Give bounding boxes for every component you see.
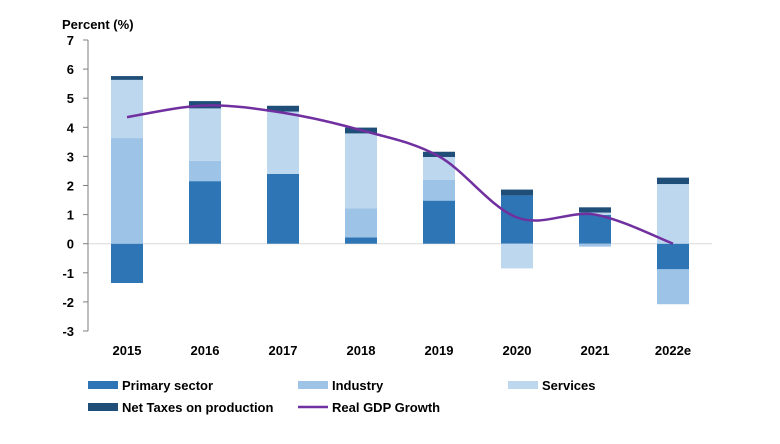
bar-industry-2015 — [111, 138, 143, 244]
bar-primary-sector-2022e — [657, 243, 689, 270]
y-axis-label: Percent (%) — [62, 17, 134, 32]
bar-net-taxes-on-production-2020 — [501, 189, 533, 196]
legend-services-label: Services — [542, 378, 596, 393]
bar-services-2018 — [345, 133, 377, 209]
y-tick-label: 0 — [67, 237, 74, 252]
y-tick-label: 1 — [67, 208, 74, 223]
line-real-gdp-growth — [126, 104, 674, 245]
y-tick-label: 2 — [67, 179, 74, 194]
bar-industry-2018 — [345, 208, 377, 238]
bar-industry-2016 — [189, 160, 221, 182]
bar-services-2020 — [501, 243, 533, 269]
bar-net-taxes-on-production-2019 — [423, 151, 455, 157]
y-tick-label: 6 — [67, 62, 74, 77]
legend-net-taxes-on-production-swatch — [88, 403, 118, 411]
bar-services-2019 — [423, 156, 455, 180]
bar-net-taxes-on-production-2017 — [267, 105, 299, 112]
bar-net-taxes-on-production-2021 — [579, 207, 611, 213]
bar-services-2017 — [267, 111, 299, 174]
x-tick-label: 2018 — [347, 343, 376, 358]
y-tick-label: -3 — [62, 324, 74, 339]
y-tick-label: 5 — [67, 91, 74, 106]
bar-net-taxes-on-production-2022e — [657, 177, 689, 185]
bar-primary-sector-2015 — [111, 243, 143, 283]
bar-primary-sector-2021 — [579, 214, 611, 244]
bar-primary-sector-2018 — [345, 237, 377, 244]
legend-industry-label: Industry — [332, 378, 384, 393]
bar-primary-sector-2016 — [189, 181, 221, 244]
x-tick-label: 2020 — [503, 343, 532, 358]
x-tick-label: 2021 — [581, 343, 610, 358]
x-tick-label: 2019 — [425, 343, 454, 358]
y-tick-label: 7 — [67, 33, 74, 48]
bar-industry-2022e — [657, 269, 689, 305]
bar-primary-sector-2017 — [267, 173, 299, 244]
y-tick-label: -1 — [62, 266, 74, 281]
bar-industry-2021 — [579, 243, 611, 247]
y-tick-label: 3 — [67, 149, 74, 164]
bar-primary-sector-2019 — [423, 200, 455, 244]
x-tick-label: 2022e — [655, 343, 691, 358]
bar-services-2015 — [111, 79, 143, 139]
bar-services-2022e — [657, 184, 689, 244]
bar-net-taxes-on-production-2015 — [111, 76, 143, 80]
y-tick-label: 4 — [67, 120, 75, 135]
legend-net-taxes-on-production-label: Net Taxes on production — [122, 400, 273, 415]
legend-primary-sector-label: Primary sector — [122, 378, 213, 393]
legend-industry-swatch — [298, 381, 328, 389]
bar-industry-2019 — [423, 179, 455, 201]
x-tick-label: 2015 — [113, 343, 142, 358]
legend-services-swatch — [508, 381, 538, 389]
legend-real-gdp-growth-label: Real GDP Growth — [332, 400, 440, 415]
bar-services-2016 — [189, 108, 221, 161]
x-tick-label: 2017 — [269, 343, 298, 358]
x-tick-label: 2016 — [191, 343, 220, 358]
legend-primary-sector-swatch — [88, 381, 118, 389]
y-tick-label: -2 — [62, 295, 74, 310]
